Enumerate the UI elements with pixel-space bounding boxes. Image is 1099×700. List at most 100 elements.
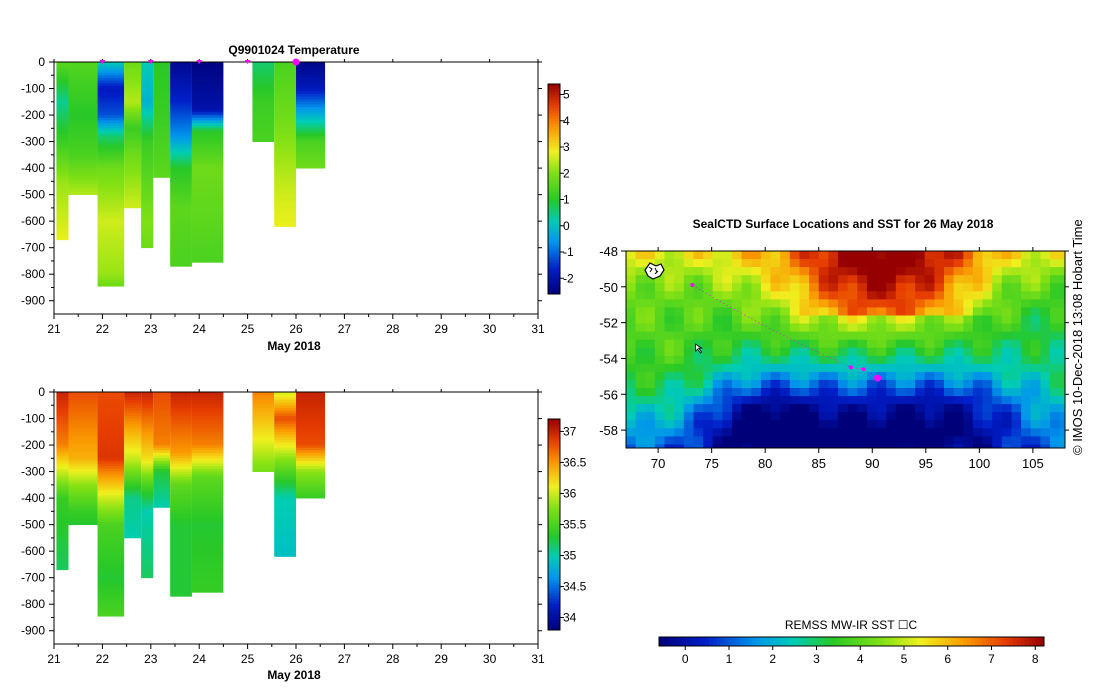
profile-cell (296, 107, 326, 111)
colorbar-segment (548, 585, 560, 589)
sst-cell (876, 315, 887, 325)
profile-cell (274, 450, 296, 454)
sst-cell (626, 396, 637, 405)
profile-cell (274, 104, 296, 108)
colorbar-segment (666, 637, 672, 646)
profile-cell (141, 429, 154, 433)
profile-cell (170, 588, 192, 592)
profile-cell (191, 136, 224, 140)
sst-cell (741, 331, 752, 341)
colorbar-segment (548, 500, 560, 504)
sst-cell (654, 299, 666, 309)
profile-cell (68, 104, 98, 108)
sst-cell (847, 404, 858, 413)
sst-cell (818, 412, 829, 421)
sst-cell (645, 355, 656, 365)
profile-cell (252, 99, 275, 103)
profile-cell (56, 455, 69, 459)
sst-cell (732, 363, 743, 373)
lon-tick-label: 80 (758, 456, 772, 471)
profile-cell (274, 487, 296, 491)
profile-cell (124, 72, 142, 76)
sst-cell (1030, 347, 1041, 357)
sst-cell (972, 267, 984, 276)
profile-cell (252, 394, 275, 398)
profile-cell (170, 503, 192, 507)
sst-cell (674, 363, 685, 373)
sst-cell (760, 251, 772, 260)
profile-cell (191, 585, 224, 589)
profile-cell (97, 434, 125, 438)
sst-cell (1001, 420, 1012, 429)
profile-cell (153, 431, 171, 435)
colorbar-segment (963, 637, 968, 646)
profile-cell (191, 117, 224, 121)
seal-track (690, 283, 882, 382)
profile-cell (124, 442, 142, 446)
profile-cell (296, 162, 326, 166)
sst-cell (722, 428, 733, 437)
profile-cell (56, 450, 69, 454)
sst-cell (780, 428, 791, 437)
sst-cell (626, 267, 637, 276)
sst-cell (924, 331, 935, 341)
lat-tick-label: -48 (599, 244, 618, 259)
sst-cell (992, 299, 1003, 309)
profile-cell (191, 186, 224, 190)
profile-cell (56, 152, 69, 156)
profile-cell (153, 479, 171, 483)
sst-cell (809, 307, 820, 317)
sst-cell (674, 331, 685, 341)
profile-cell (56, 453, 69, 457)
sst-cell (886, 371, 897, 381)
colorbar-segment (548, 267, 560, 271)
sst-cell (818, 404, 829, 413)
profile-cell (68, 392, 98, 396)
sst-cell (915, 404, 926, 413)
sst-cell (915, 307, 926, 317)
profile-cell (191, 170, 224, 174)
sst-cell (1059, 251, 1065, 260)
sst-cell (944, 259, 955, 268)
sst-cell (895, 347, 906, 357)
profile-cell (124, 392, 142, 396)
profile-cell (252, 125, 275, 129)
profile-cell (170, 521, 192, 526)
profile-cell (56, 561, 69, 565)
profile-cell (68, 397, 98, 401)
sst-cell (751, 404, 762, 413)
profile-cell (191, 527, 224, 531)
profile-cell (97, 221, 125, 225)
sst-cell (664, 428, 675, 437)
sst-cell (799, 371, 810, 381)
profile-cell (56, 154, 69, 158)
sst-cell (895, 420, 906, 429)
surface-marker (196, 60, 203, 64)
profile-cell (68, 170, 98, 174)
profile-cell (170, 556, 192, 560)
y-tick-label: -800 (21, 597, 45, 611)
profile-cell (68, 474, 98, 478)
sst-cell (760, 347, 772, 357)
profile-cell (274, 125, 296, 129)
sst-cell (944, 275, 955, 284)
profile-cell (124, 69, 142, 74)
sst-field (626, 251, 1065, 448)
profile-cell (56, 479, 69, 483)
sst-cell (866, 251, 878, 260)
profile-cell (170, 194, 192, 198)
profile-cell (170, 64, 192, 68)
colorbar-segment (548, 178, 560, 182)
colorbar-segment (548, 118, 560, 122)
profile-cell (124, 101, 142, 105)
profile-cell (68, 490, 98, 494)
profile-cell (124, 152, 142, 156)
sst-cell (963, 251, 974, 260)
sst-cell (635, 339, 646, 349)
profile-cell (97, 245, 125, 249)
profile-cell (97, 91, 125, 95)
profile-cell (191, 447, 224, 451)
x-tick-label: 30 (483, 652, 497, 666)
profile-cell (153, 492, 171, 496)
profile-cell (274, 514, 296, 518)
